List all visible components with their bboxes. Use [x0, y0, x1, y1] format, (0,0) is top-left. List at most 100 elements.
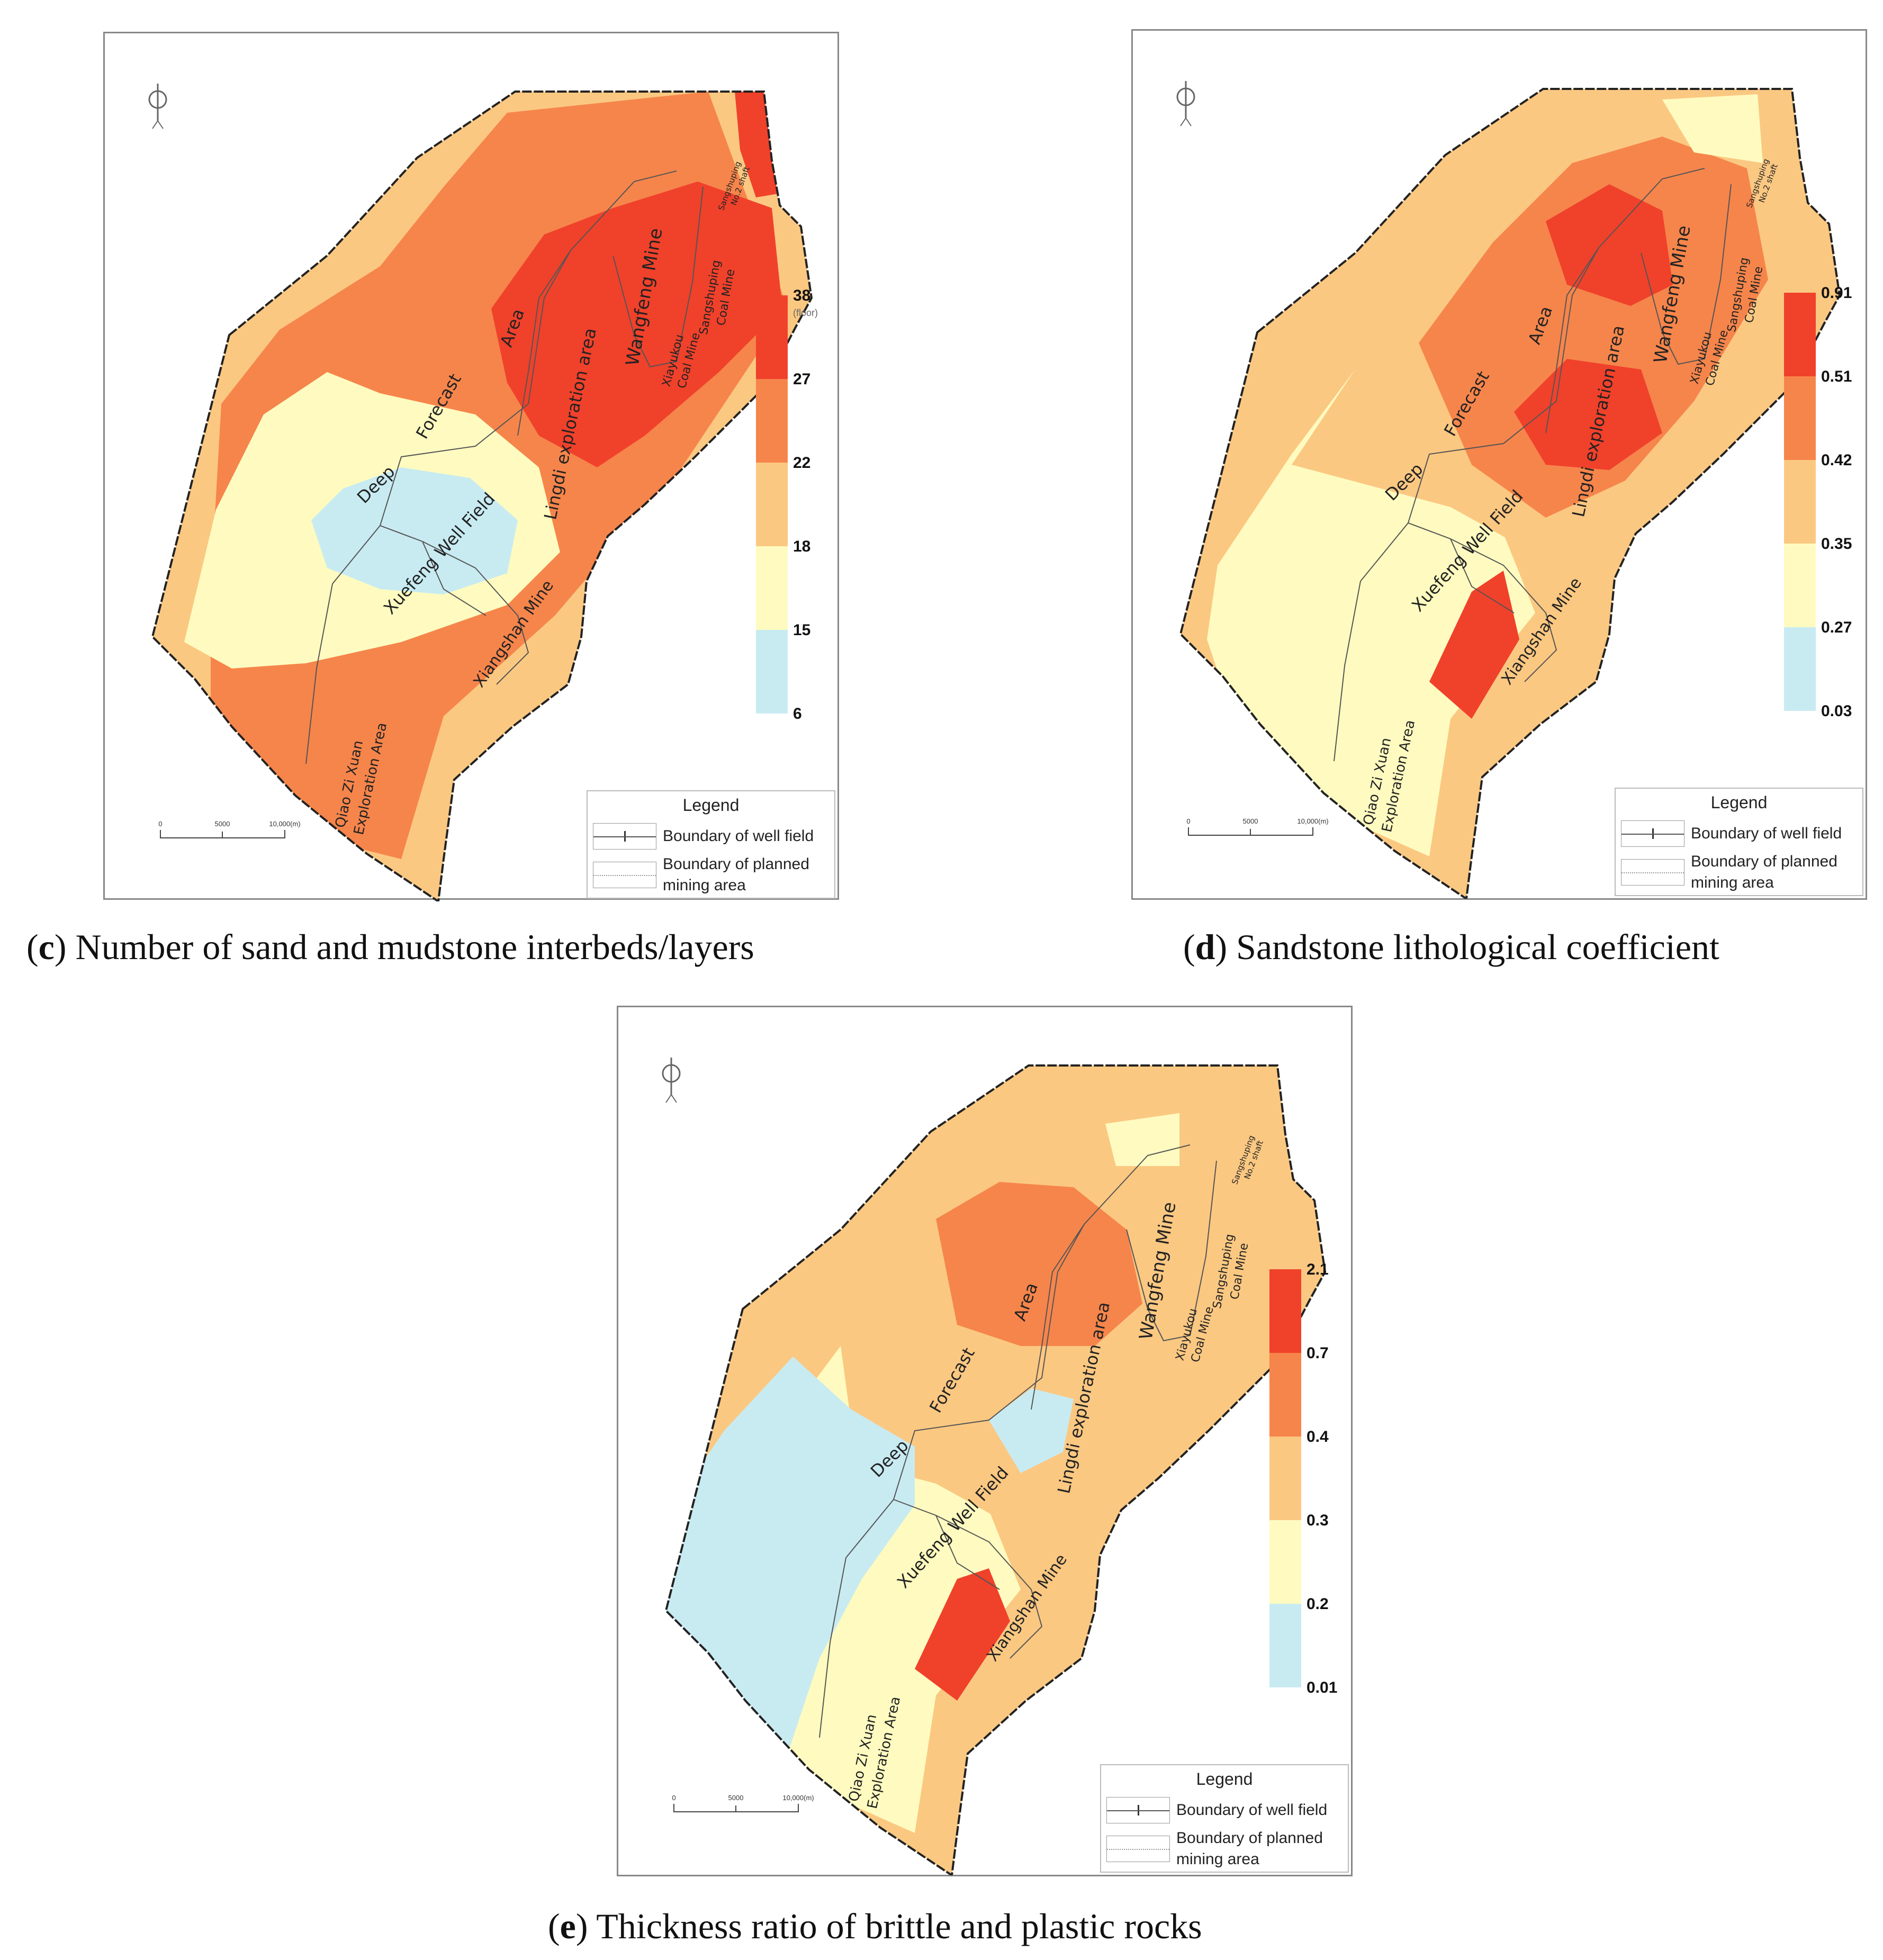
well-field-symbol	[1106, 1797, 1170, 1823]
well-field-boundary	[893, 1499, 1043, 1659]
color-scale-tick: 0.27	[1821, 619, 1852, 636]
color-scale-tick: 2.1	[1307, 1261, 1329, 1278]
caption-e: (e) Thickness ratio of brittle and plast…	[548, 1906, 1202, 1946]
caption-d: (d) Sandstone lithological coefficient	[1183, 927, 1719, 967]
north-arrow-icon	[1176, 81, 1195, 127]
contour-zone	[936, 1182, 1142, 1346]
color-scale-tick: 15	[793, 621, 811, 639]
color-scale-band	[1269, 1437, 1301, 1520]
map-outer-boundary	[1179, 88, 1841, 899]
north-arrow-icon	[148, 84, 167, 129]
well-field-boundary	[1641, 184, 1732, 365]
color-scale-band	[756, 379, 788, 463]
color-scale-band	[1784, 544, 1816, 627]
legend-item-label: Boundary of planned mining area	[663, 855, 809, 894]
color-scale-band	[1269, 1353, 1301, 1437]
contour-zone	[989, 1388, 1074, 1473]
scale-bar-label: 0	[158, 820, 162, 828]
map-outer-boundary	[664, 1064, 1327, 1875]
color-scale-band	[756, 295, 788, 379]
color-scale-band	[1784, 293, 1816, 376]
map-panel-c: Wangfeng Mine Area Forecast Deep Lingdi expl…	[103, 32, 839, 901]
well-field-symbol	[1621, 820, 1684, 847]
legend-box: Legend Boundary of well field Boundary of …	[1615, 788, 1863, 896]
legend-item-label: Boundary of well field	[663, 827, 814, 845]
contour-zone	[915, 1568, 1010, 1701]
legend-item-label: Boundary of planned mining area	[1176, 1829, 1323, 1868]
scale-bar-label: 0	[672, 1794, 675, 1802]
color-scale-unit: (floor)	[793, 308, 818, 318]
well-field-boundary	[332, 170, 677, 584]
color-scale-tick: 0.35	[1821, 535, 1852, 553]
caption-c: (c) Number of sand and mudstone interbed…	[26, 927, 754, 967]
well-field-boundary	[305, 583, 333, 764]
contour-zone	[1429, 571, 1519, 719]
map-panel-d: Wangfeng Mine Area Forecast Deep Lingdi expl…	[1131, 29, 1867, 900]
well-field-boundary	[1126, 1160, 1217, 1342]
scale-bar-label: 5000	[1243, 817, 1258, 825]
color-scale-band	[1269, 1604, 1301, 1687]
well-field-boundary	[1031, 1224, 1085, 1410]
legend-item-well-field: Boundary of well field	[593, 820, 814, 852]
scale-bar-label: 10,000(m)	[1297, 817, 1328, 825]
contour-zone	[1105, 1113, 1179, 1166]
color-scale	[1269, 1269, 1301, 1687]
color-scale-tick: 0.2	[1307, 1595, 1329, 1613]
contour-zone	[311, 467, 518, 594]
legend-box: Legend Boundary of well field Boundary of …	[1100, 1764, 1349, 1873]
color-scale-tick: 0.03	[1821, 702, 1852, 720]
well-field-boundary	[380, 525, 529, 685]
well-field-symbol	[593, 823, 656, 850]
well-field-boundary	[517, 250, 571, 436]
color-scale-tick: 38	[793, 287, 811, 304]
color-scale-tick: 0.01	[1307, 1679, 1338, 1696]
scale-bar-label: 0	[1186, 817, 1190, 825]
scale-bar-label: 5000	[215, 820, 230, 828]
scale-bar-label: 10,000(m)	[782, 1794, 814, 1802]
well-field-boundary	[935, 1515, 1000, 1590]
color-scale-tick: 6	[793, 705, 802, 722]
color-scale-band	[1269, 1269, 1301, 1353]
color-scale-tick: 0.51	[1821, 368, 1852, 385]
color-scale-band	[1269, 1520, 1301, 1604]
well-field-boundary	[1545, 247, 1599, 433]
legend-title: Legend	[1710, 793, 1768, 812]
scale-bar: 0 5000 10,000(m)	[158, 820, 301, 838]
legend-item-label: Boundary of well field	[1176, 1801, 1328, 1819]
legend-item-well-field: Boundary of well field	[1106, 1794, 1327, 1826]
legend-box: Legend Boundary of well field Boundary of …	[587, 790, 835, 899]
color-scale-tick: 22	[793, 454, 811, 472]
planned-area-symbol	[1106, 1836, 1170, 1862]
color-scale	[756, 295, 788, 713]
legend-item-planned-area: Boundary of planned mining area	[1106, 1828, 1323, 1870]
well-field-boundary	[1408, 522, 1557, 682]
legend-item-planned-area: Boundary of planned mining area	[1621, 851, 1837, 893]
color-scale-tick: 0.3	[1307, 1512, 1329, 1529]
color-scale-tick: 0.91	[1821, 284, 1852, 302]
well-field-boundary	[1450, 538, 1515, 613]
legend-title: Legend	[682, 796, 740, 815]
legend-title: Legend	[1196, 1769, 1253, 1789]
well-field-boundary	[422, 541, 486, 616]
contour-zone	[1514, 359, 1662, 470]
well-field-boundary	[845, 1144, 1191, 1558]
well-field-boundary	[1334, 581, 1361, 762]
color-scale-band	[756, 463, 788, 546]
well-field-boundary	[612, 186, 704, 368]
contour-zone	[1546, 184, 1673, 306]
map-panel-e: Wangfeng Mine Area Forecast Deep Lingdi expl…	[617, 1006, 1353, 1876]
color-scale-band	[756, 546, 788, 630]
legend-item-well-field: Boundary of well field	[1621, 818, 1842, 850]
legend-item-planned-area: Boundary of planned mining area	[593, 854, 809, 896]
color-scale-tick: 18	[793, 538, 811, 555]
color-scale-tick: 0.42	[1821, 451, 1852, 469]
color-scale-band	[756, 630, 788, 713]
color-scale-tick: 0.7	[1307, 1344, 1329, 1362]
legend-item-label: Boundary of well field	[1691, 825, 1842, 842]
north-arrow-icon	[662, 1058, 681, 1103]
color-scale-band	[1784, 627, 1816, 711]
scale-bar-label: 5000	[728, 1794, 744, 1802]
